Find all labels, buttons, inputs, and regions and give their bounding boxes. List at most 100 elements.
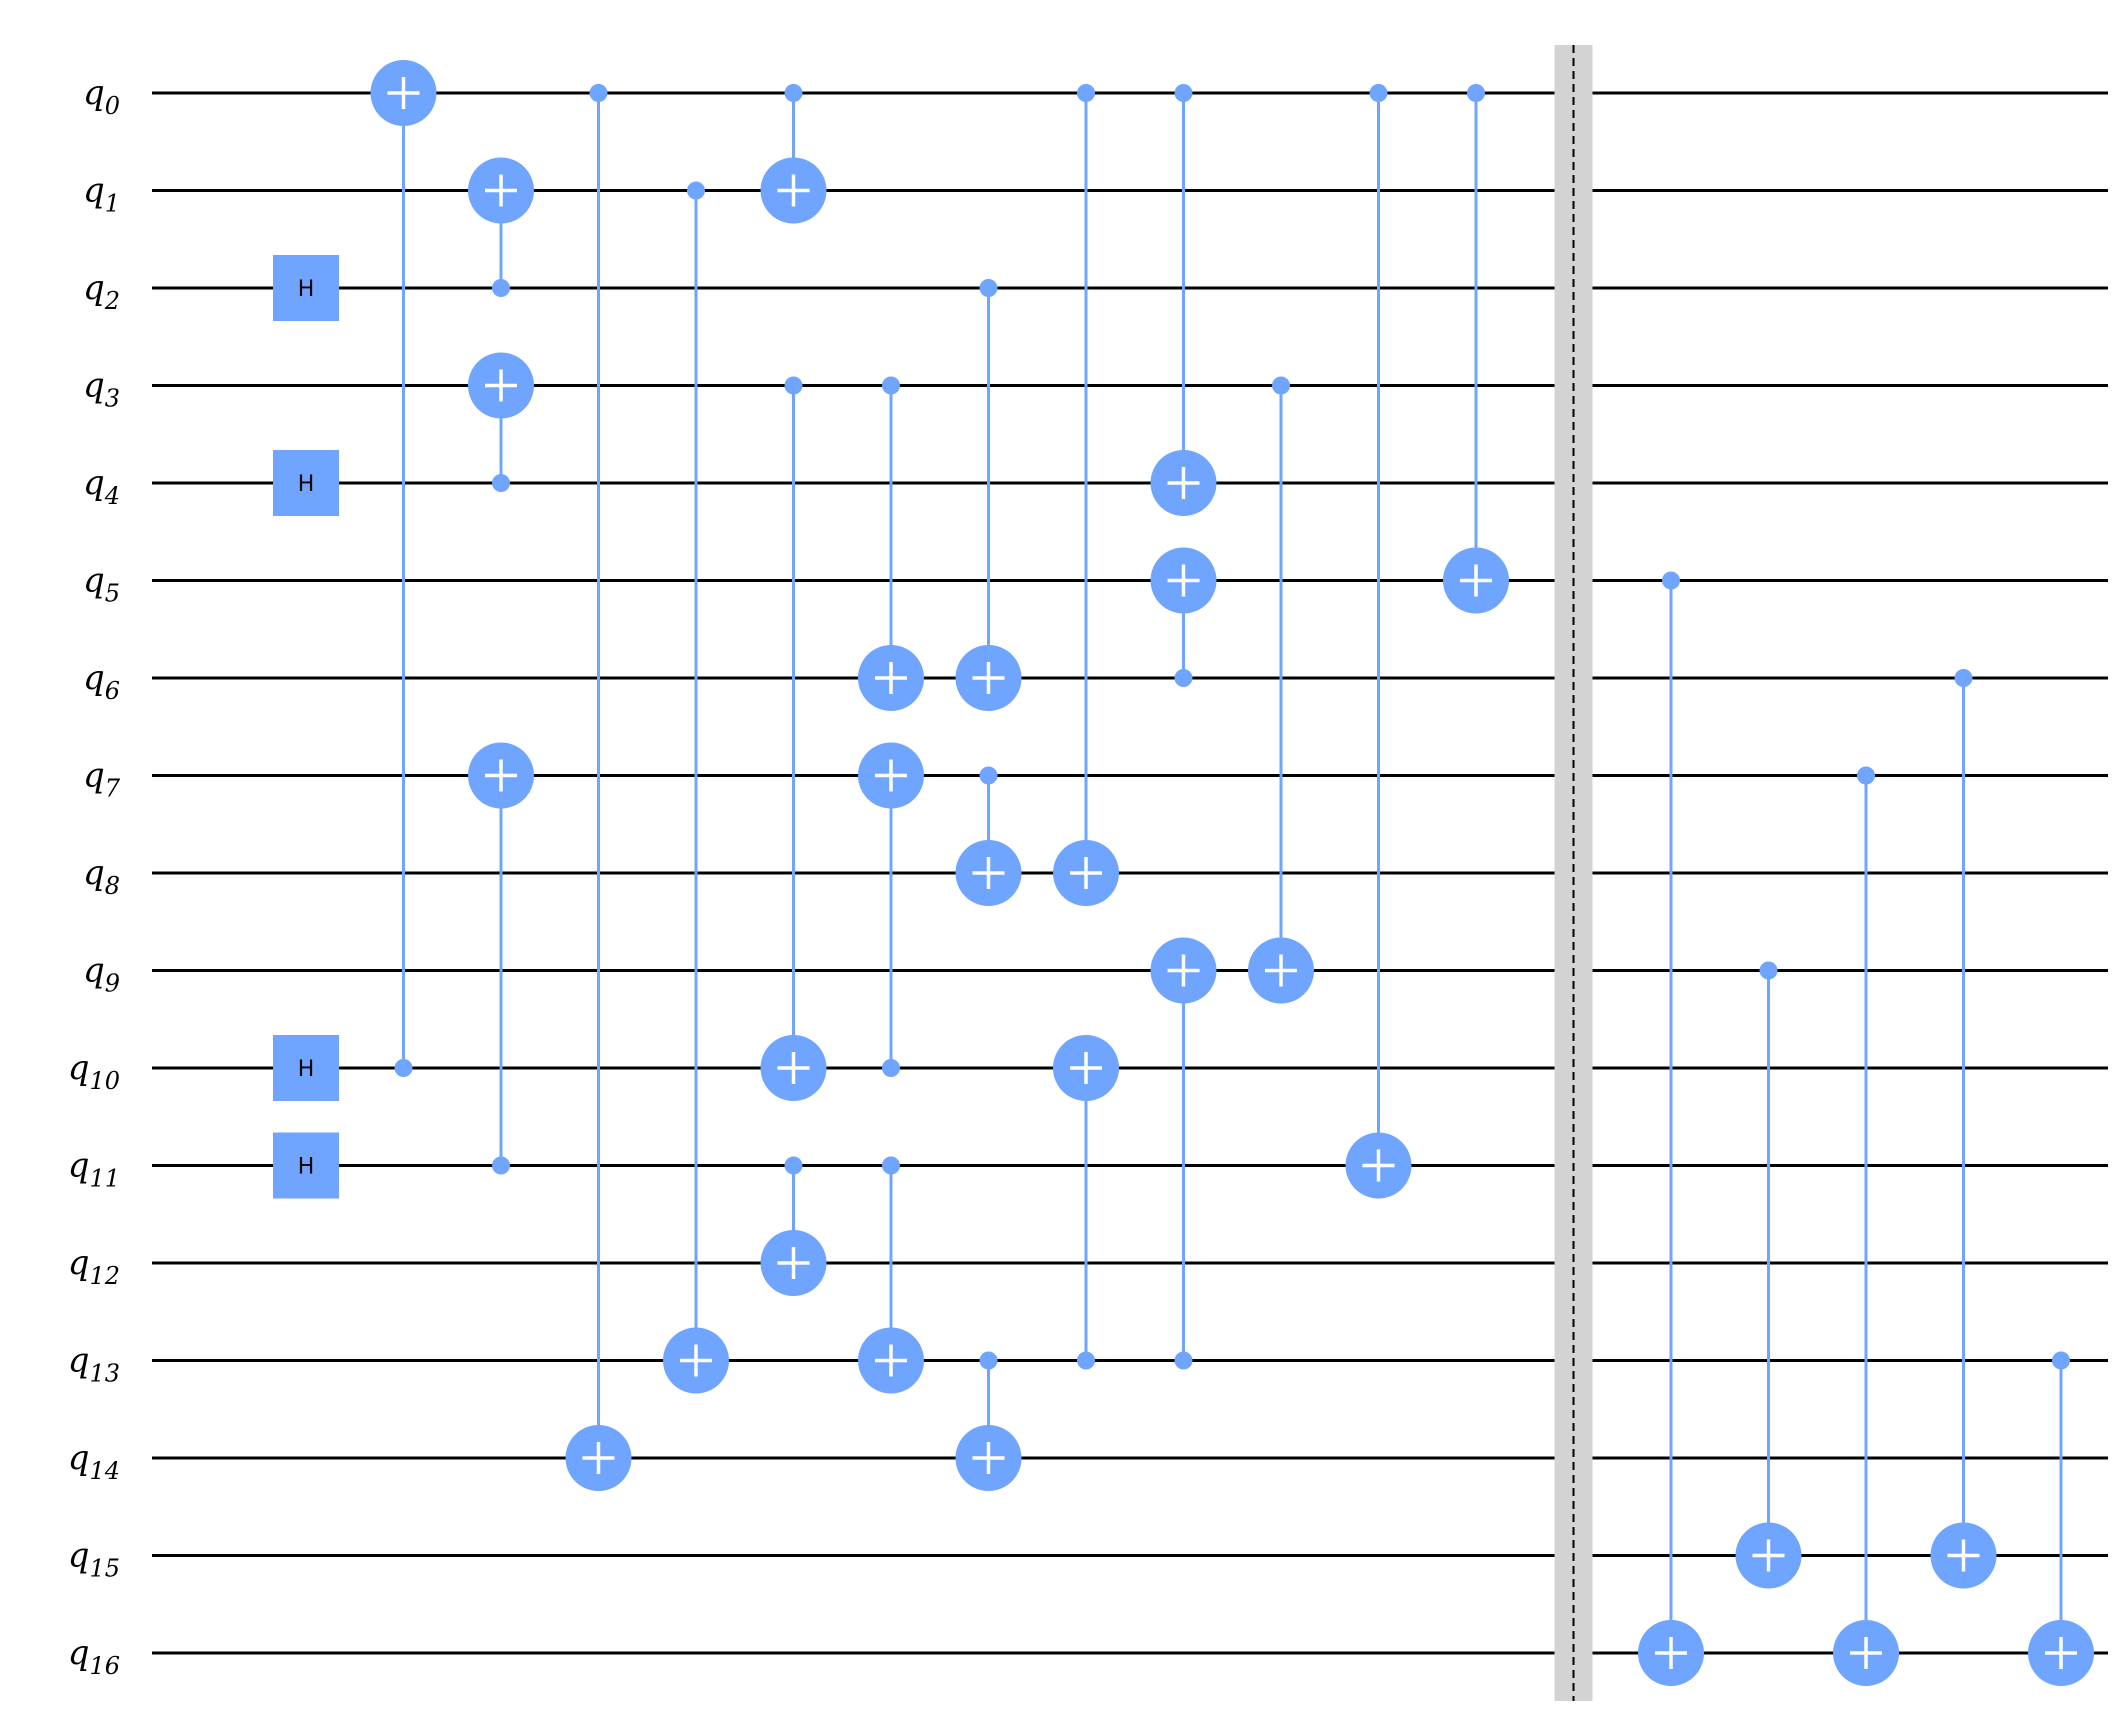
qubit-label-3: q3 (83, 366, 120, 413)
cnot-gate-c0-t4 (1150, 84, 1217, 516)
cnot-gate-c10-t7 (858, 742, 924, 1077)
cnot-gate-c13-t10 (1053, 1035, 1119, 1370)
target-plus-icon (1053, 840, 1119, 906)
qubit-label-base: q (68, 1341, 90, 1381)
hadamard-box (273, 255, 339, 321)
target-plus-icon (468, 157, 534, 224)
target-plus-icon (1150, 937, 1217, 1004)
qubit-label-7: q7 (83, 756, 121, 803)
cnot-gate-c11-t7 (468, 742, 534, 1175)
target-plus-icon (1930, 1522, 1997, 1589)
qubit-label-base: q (83, 756, 105, 796)
target-plus-icon (760, 1035, 827, 1101)
qubit-label-subscript: 2 (104, 287, 120, 315)
hadamard-box (273, 450, 339, 516)
cnot-gate-c3-t10 (760, 376, 827, 1101)
cnot-gate-c4-t3 (468, 352, 534, 492)
hadamard-gate-q4: H (273, 450, 339, 516)
qubit-label-4: q4 (83, 463, 120, 510)
qubit-label-8: q8 (83, 853, 120, 900)
cnot-gate-c11-t13 (858, 1156, 924, 1394)
target-plus-icon (858, 1327, 924, 1394)
qubit-label-14: q14 (68, 1438, 120, 1485)
target-plus-icon (858, 645, 924, 711)
qubit-label-base: q (83, 268, 105, 308)
qubit-label-5: q5 (83, 561, 120, 608)
control-dot (492, 279, 510, 297)
hadamard-label: H (298, 277, 315, 302)
cnot-gate-c10-t0 (370, 60, 437, 1077)
qubit-label-subscript: 11 (89, 1165, 120, 1193)
control-dot (1759, 961, 1778, 980)
control-dot (784, 376, 803, 395)
qubit-label-base: q (68, 1633, 90, 1673)
qubit-label-base: q (68, 1048, 90, 1088)
hadamard-label: H (298, 472, 315, 497)
target-plus-icon (1833, 1620, 1899, 1686)
cnot-gate-c0-t5 (1443, 84, 1509, 614)
qubit-label-15: q15 (68, 1536, 120, 1583)
qubit-label-subscript: 15 (89, 1555, 120, 1583)
qubit-label-subscript: 16 (89, 1652, 120, 1680)
control-dot (979, 1351, 998, 1370)
control-dot (1077, 84, 1095, 102)
control-dot (492, 474, 510, 492)
hadamard-box (273, 1035, 339, 1101)
target-plus-icon (1638, 1620, 1704, 1686)
hadamard-gate-q2: H (273, 255, 339, 321)
qubit-label-subscript: 7 (105, 775, 121, 803)
control-dot (882, 1156, 900, 1175)
qubit-label-2: q2 (83, 268, 120, 315)
qubit-label-base: q (68, 1438, 90, 1478)
qubit-label-1: q1 (83, 171, 120, 218)
qubit-label-base: q (83, 171, 105, 211)
cnot-gate-c13-t16 (2028, 1351, 2094, 1686)
qubit-label-subscript: 0 (105, 92, 120, 120)
qubit-label-11: q11 (68, 1146, 120, 1193)
target-plus-icon (760, 157, 827, 224)
cnot-gate-c7-t16 (1833, 766, 1899, 1686)
target-plus-icon (370, 60, 437, 126)
target-plus-icon (955, 645, 1022, 711)
target-plus-icon (760, 1230, 827, 1296)
control-dot (882, 1059, 900, 1077)
cnot-gate-c1-t13 (663, 181, 729, 1394)
cnot-gate-c0-t8 (1053, 84, 1119, 906)
control-dot (1954, 669, 1973, 687)
qubit-label-12: q12 (68, 1243, 120, 1290)
cnot-gate-c2-t1 (468, 157, 534, 297)
qubit-label-base: q (83, 853, 105, 893)
target-plus-icon (955, 840, 1022, 906)
target-plus-icon (663, 1327, 729, 1394)
qubit-label-subscript: 1 (105, 190, 120, 218)
qubit-label-subscript: 12 (89, 1262, 120, 1290)
qubit-label-subscript: 10 (89, 1067, 120, 1095)
qubit-label-base: q (68, 1146, 90, 1186)
cnot-gate-c0-t11 (1345, 84, 1412, 1199)
control-dot (394, 1059, 413, 1077)
control-dot (687, 181, 705, 200)
qubit-label-base: q (83, 463, 105, 503)
hadamard-gate-q11: H (273, 1132, 339, 1199)
cnot-gate-c0-t14 (565, 84, 632, 1491)
target-plus-icon (955, 1425, 1022, 1491)
control-dot (882, 376, 900, 395)
qubit-labels: q0q1q2q3q4q5q6q7q8q9q10q11q12q13q14q15q1… (68, 73, 121, 1680)
target-plus-icon (1053, 1035, 1119, 1101)
qubit-label-base: q (83, 73, 105, 113)
cnot-gate-c7-t8 (955, 766, 1022, 906)
qubit-label-0: q0 (83, 73, 120, 120)
qubit-label-subscript: 6 (105, 677, 120, 705)
control-dot (492, 1156, 510, 1175)
qubit-label-9: q9 (83, 951, 120, 998)
control-dot (1174, 1351, 1193, 1370)
control-dot (1077, 1351, 1095, 1370)
control-dot (589, 84, 608, 102)
hadamard-label: H (298, 1057, 315, 1082)
target-plus-icon (1150, 450, 1217, 516)
cnot-gate-c3-t9 (1248, 376, 1314, 1004)
cnot-gate-c9-t15 (1735, 961, 1802, 1589)
target-plus-icon (468, 352, 534, 419)
control-dot (2052, 1351, 2070, 1370)
target-plus-icon (858, 742, 924, 809)
